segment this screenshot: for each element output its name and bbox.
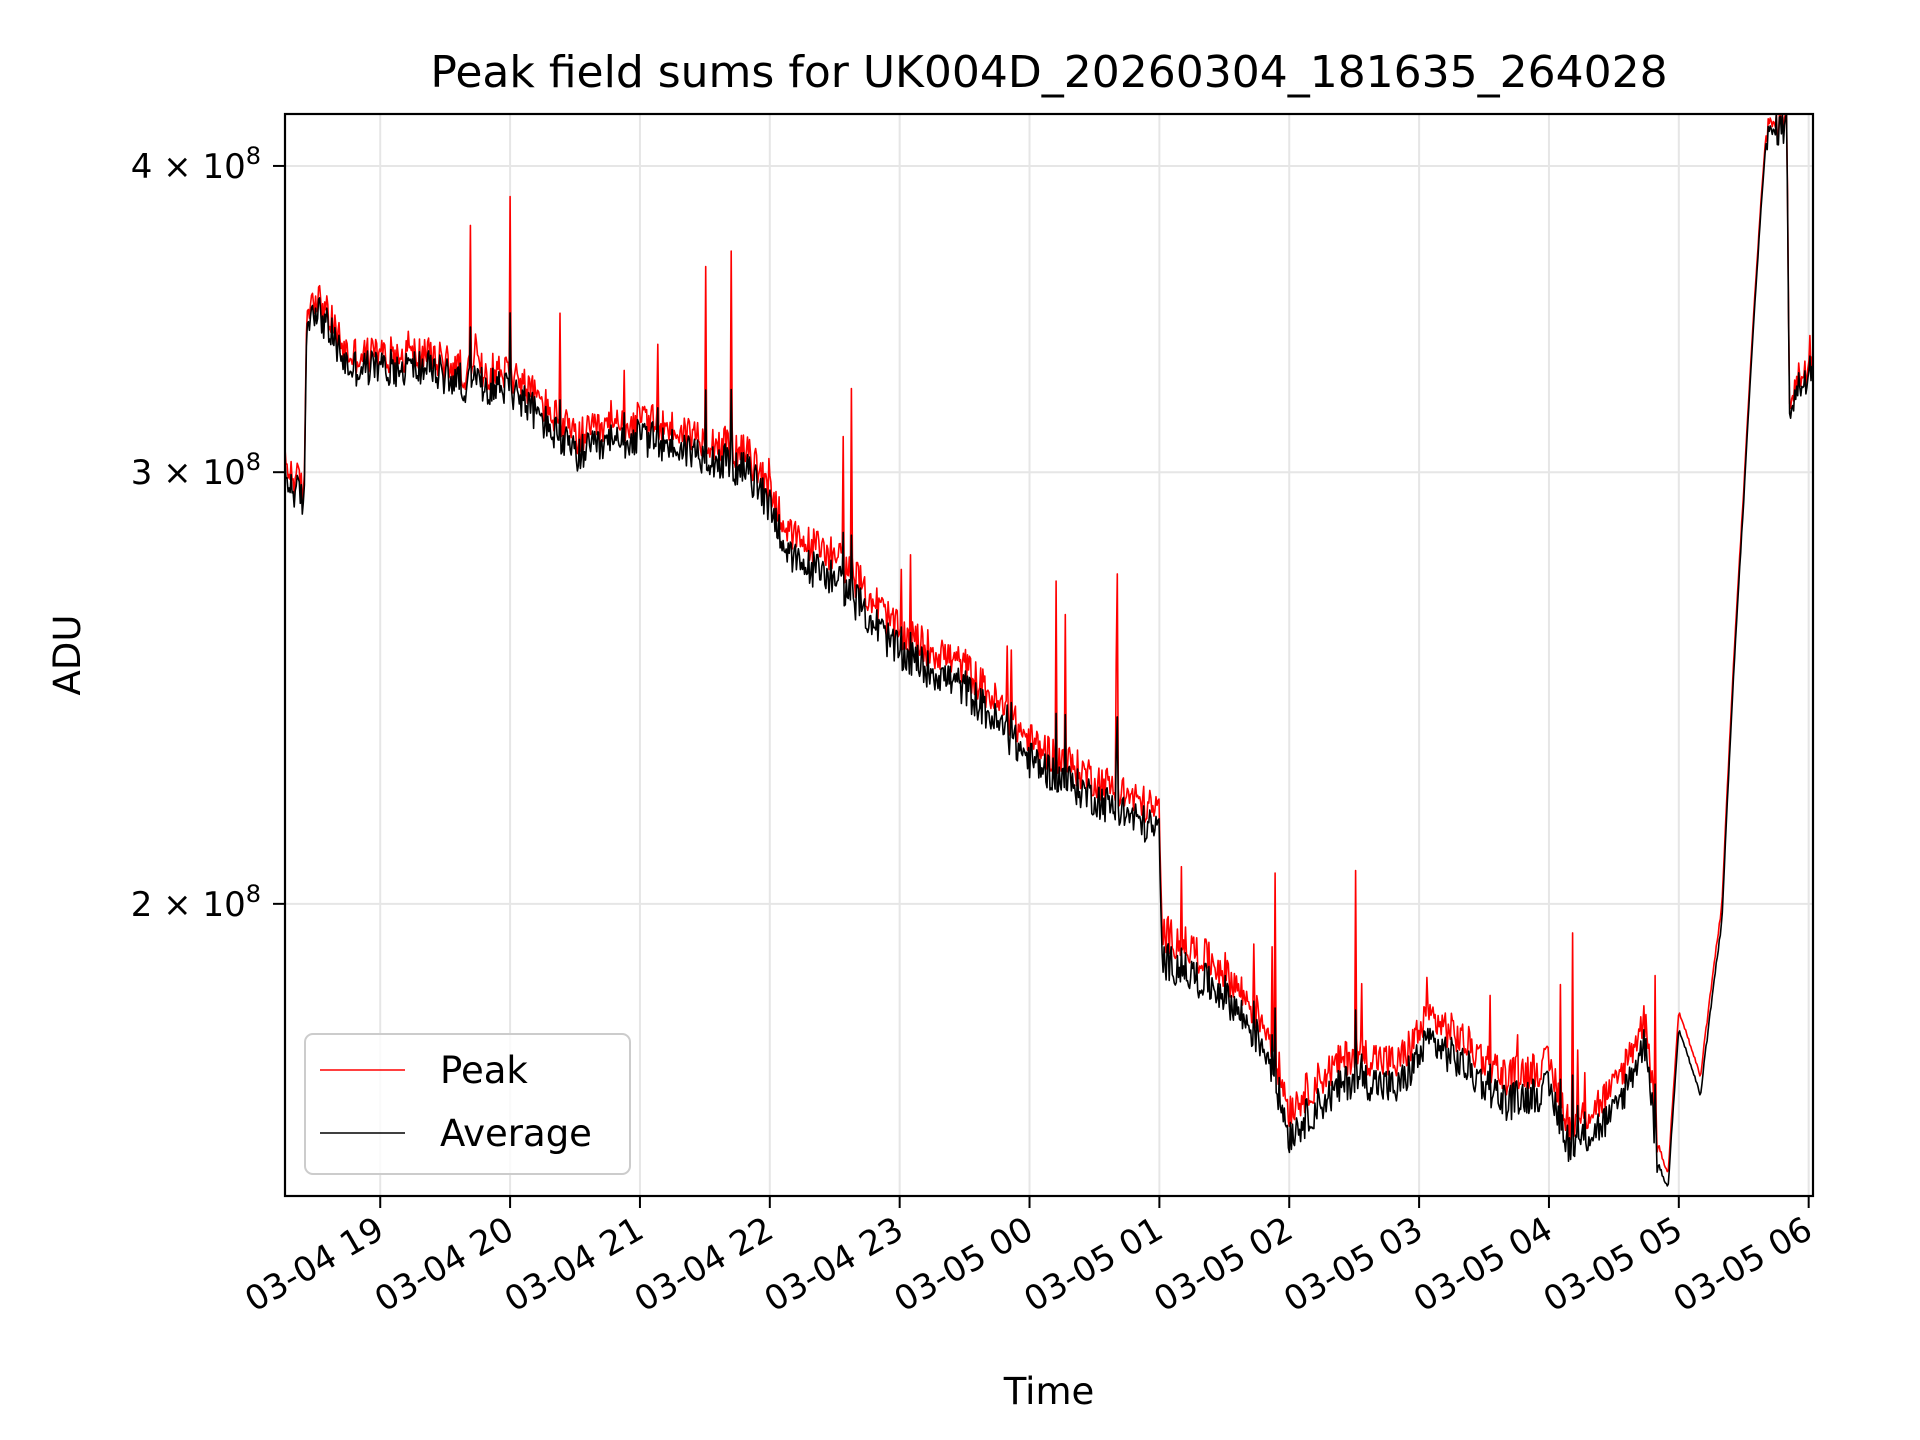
x-tick-label: 03-05 06 <box>1667 1209 1819 1320</box>
x-tick-label: 03-05 03 <box>1277 1209 1429 1320</box>
x-tick-label: 03-05 04 <box>1407 1209 1559 1320</box>
y-tick-label-base: 4 × 10 <box>131 147 246 187</box>
y-tick-label-exponent: 8 <box>246 880 261 908</box>
y-tick-label-base: 2 × 10 <box>131 885 246 925</box>
chart-title: Peak field sums for UK004D_20260304_1816… <box>430 47 1667 98</box>
series-layer <box>284 113 1814 1187</box>
x-tick-label: 03-05 05 <box>1537 1209 1689 1320</box>
x-axis-label: Time <box>1003 1370 1095 1413</box>
y-tick-label-exponent: 8 <box>246 448 261 476</box>
x-tick-label: 03-04 19 <box>238 1209 390 1320</box>
x-tick-label: 03-05 00 <box>888 1209 1040 1320</box>
legend-label-peak: Peak <box>440 1049 528 1092</box>
legend-label-average: Average <box>440 1112 592 1155</box>
legend-box <box>304 1033 631 1175</box>
y-axis-label: ADU <box>46 615 89 696</box>
x-tick-label: 03-04 23 <box>758 1209 910 1320</box>
x-tick-label: 03-04 21 <box>498 1209 650 1320</box>
y-tick-label-base: 3 × 10 <box>131 453 246 493</box>
series-line-peak <box>284 113 1814 1173</box>
x-tick-label: 03-05 01 <box>1017 1209 1169 1320</box>
y-tick-label: 4 × 108 <box>131 142 261 187</box>
x-tick-label: 03-04 20 <box>368 1209 520 1320</box>
legend: Peak Average <box>304 1033 631 1175</box>
y-tick-label-exponent: 8 <box>246 142 261 170</box>
x-tick-label: 03-05 02 <box>1147 1209 1299 1320</box>
x-tick-label: 03-04 22 <box>628 1209 780 1320</box>
plot-frame <box>283 112 1815 1198</box>
series-line-average <box>284 113 1814 1187</box>
y-tick-label: 3 × 108 <box>131 448 261 493</box>
y-tick-label: 2 × 108 <box>131 880 261 925</box>
